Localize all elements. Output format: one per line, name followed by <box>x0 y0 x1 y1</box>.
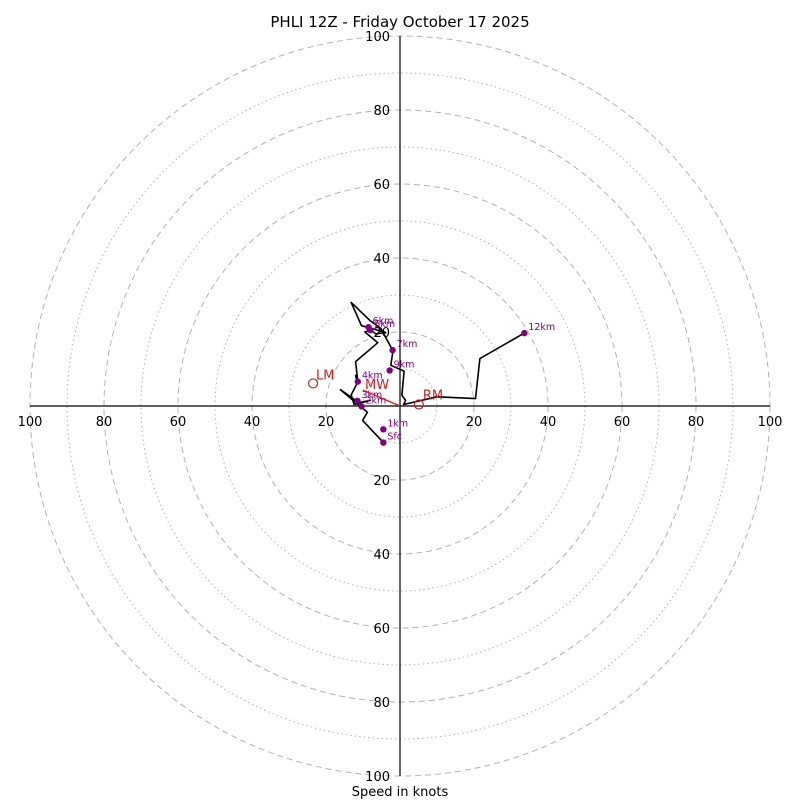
height-marker-9km <box>386 367 393 374</box>
height-label-5km: 5km <box>374 319 395 330</box>
tick-top-60: 60 <box>373 178 390 193</box>
height-label-1km: 1km <box>387 418 408 429</box>
height-label-4km: 4km <box>362 371 383 382</box>
right-mover-label: RM <box>423 389 443 404</box>
height-marker-4km <box>354 378 362 385</box>
chart-title: PHLI 12Z - Friday October 17 2025 <box>270 13 529 31</box>
tick-top-80: 80 <box>373 104 390 119</box>
tick-right-40: 40 <box>540 415 557 430</box>
height-marker-2km <box>358 403 365 410</box>
mean-wind-label: MW <box>365 378 389 393</box>
tick-right-20: 20 <box>466 415 483 430</box>
hodograph-trace <box>339 301 525 444</box>
tick-left-80: 80 <box>96 415 113 430</box>
height-label-9km: 9km <box>394 359 415 370</box>
tick-bottom-20: 20 <box>373 474 390 489</box>
height-marker-7km <box>389 346 396 354</box>
tick-right-60: 60 <box>614 415 631 430</box>
tick-bottom-80: 80 <box>373 696 390 711</box>
tick-right-100: 100 <box>758 415 783 430</box>
right-mover-marker <box>413 399 424 410</box>
tick-top-100: 100 <box>365 30 390 45</box>
height-marker-3km <box>354 397 361 405</box>
tick-left-20: 20 <box>318 415 335 430</box>
height-label-7km: 7km <box>397 339 418 350</box>
tick-bottom-40: 40 <box>373 548 390 563</box>
height-marker-6km <box>365 323 372 331</box>
height-marker-12km <box>521 329 528 337</box>
hodograph-trace-group <box>339 301 525 444</box>
left-mover-marker <box>307 378 319 389</box>
left-mover-label: LM <box>316 368 334 383</box>
height-marker-1km <box>380 426 387 433</box>
mean-wind-vector <box>362 389 401 407</box>
storm-motion-markers: LM RM MW <box>307 368 443 410</box>
tick-right-80: 80 <box>688 415 705 430</box>
height-label-sfc: Sfc <box>387 432 402 443</box>
tick-top-40: 40 <box>373 252 390 267</box>
x-axis-label: Speed in knots <box>352 785 449 800</box>
tick-left-40: 40 <box>244 415 261 430</box>
height-marker-sfc <box>380 439 387 446</box>
tick-left-60: 60 <box>170 415 187 430</box>
tick-left-100: 100 <box>18 415 43 430</box>
tick-bottom-100: 100 <box>365 770 390 785</box>
axis-tick-labels: 100 80 60 40 20 20 40 60 80 100100806040202040608… <box>18 30 783 785</box>
height-label-2km: 2km <box>366 395 387 406</box>
height-label-12km: 12km <box>528 322 555 333</box>
height-label-6km: 6km <box>373 316 394 327</box>
height-label-3km: 3km <box>361 390 382 401</box>
tick-bottom-60: 60 <box>373 622 390 637</box>
